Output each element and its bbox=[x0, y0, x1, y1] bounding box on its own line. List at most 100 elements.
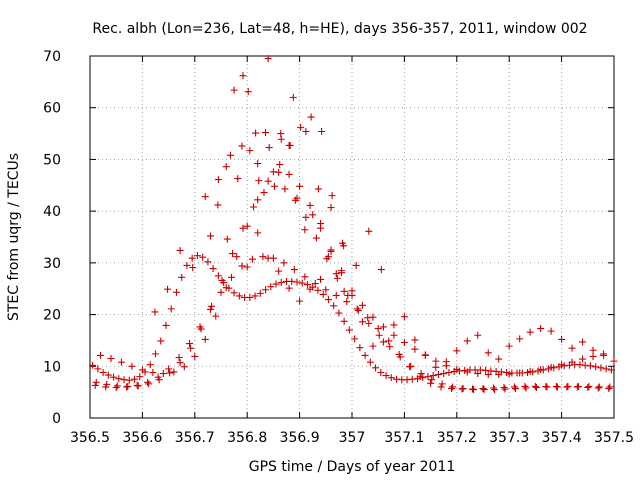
data-point bbox=[136, 373, 144, 381]
data-point bbox=[424, 373, 432, 381]
data-point bbox=[157, 337, 165, 345]
data-point bbox=[183, 261, 191, 269]
data-point bbox=[110, 373, 118, 381]
data-point bbox=[361, 351, 369, 359]
data-point bbox=[553, 383, 561, 391]
data-point bbox=[411, 336, 419, 344]
data-point bbox=[432, 357, 440, 365]
data-point bbox=[449, 383, 457, 391]
data-point bbox=[212, 312, 220, 320]
data-point bbox=[330, 302, 338, 310]
data-point bbox=[480, 386, 488, 394]
data-point bbox=[144, 378, 152, 386]
data-point bbox=[586, 362, 594, 370]
data-point bbox=[230, 86, 238, 94]
data-point bbox=[246, 294, 254, 302]
data-point bbox=[537, 365, 545, 373]
chart-title: Rec. albh (Lon=236, Lat=48, h=HE), days … bbox=[92, 21, 587, 37]
data-point bbox=[459, 385, 467, 393]
x-tick-label: 356.8 bbox=[227, 430, 267, 446]
data-point bbox=[324, 296, 332, 304]
data-point bbox=[470, 386, 478, 394]
data-point bbox=[610, 357, 618, 365]
data-point bbox=[547, 363, 555, 371]
data-point bbox=[293, 278, 301, 286]
data-point bbox=[474, 370, 482, 378]
data-point bbox=[115, 375, 123, 383]
data-point bbox=[199, 253, 207, 261]
data-point bbox=[152, 350, 159, 358]
data-point bbox=[442, 358, 450, 366]
data-point bbox=[230, 289, 238, 297]
data-point bbox=[269, 168, 277, 176]
data-point bbox=[411, 345, 419, 353]
data-point bbox=[170, 368, 178, 376]
data-point bbox=[432, 363, 440, 371]
data-point bbox=[332, 270, 340, 278]
data-point bbox=[338, 267, 346, 275]
data-point bbox=[113, 382, 121, 390]
data-point bbox=[125, 376, 133, 384]
data-point bbox=[151, 308, 159, 316]
data-point bbox=[296, 297, 304, 305]
x-tick-label: 356.7 bbox=[175, 430, 215, 446]
data-point bbox=[579, 338, 587, 346]
data-point bbox=[146, 361, 154, 369]
data-point bbox=[417, 370, 425, 378]
data-point bbox=[543, 383, 551, 391]
data-point bbox=[239, 224, 247, 232]
data-point bbox=[407, 362, 415, 370]
data-point bbox=[164, 285, 172, 293]
data-point bbox=[290, 266, 298, 274]
data-point bbox=[91, 381, 99, 389]
data-point bbox=[306, 201, 314, 209]
data-point bbox=[222, 163, 230, 171]
data-point bbox=[264, 177, 272, 185]
data-point bbox=[532, 383, 540, 391]
data-point bbox=[256, 289, 264, 297]
data-point bbox=[201, 335, 209, 343]
data-point bbox=[579, 355, 587, 363]
data-point bbox=[602, 365, 610, 373]
data-point bbox=[531, 382, 539, 390]
data-point bbox=[167, 305, 175, 313]
x-axis-title: GPS time / Days of year 2011 bbox=[249, 459, 456, 475]
data-point bbox=[351, 335, 359, 343]
data-point bbox=[369, 313, 377, 321]
data-point bbox=[252, 129, 260, 137]
data-point bbox=[537, 325, 545, 333]
data-point bbox=[327, 204, 335, 212]
data-point bbox=[327, 246, 335, 254]
data-point bbox=[322, 286, 330, 294]
data-point bbox=[162, 321, 170, 329]
data-point bbox=[500, 383, 508, 391]
data-point bbox=[311, 280, 319, 288]
data-point bbox=[178, 273, 186, 281]
data-point bbox=[328, 192, 336, 200]
data-point bbox=[453, 365, 461, 373]
data-point bbox=[285, 170, 293, 178]
data-point bbox=[301, 273, 309, 281]
data-point bbox=[186, 340, 194, 348]
data-point bbox=[214, 272, 222, 280]
data-point bbox=[264, 254, 272, 262]
data-point bbox=[286, 141, 294, 149]
data-point bbox=[354, 306, 362, 314]
x-tick-label: 356.6 bbox=[122, 430, 162, 446]
x-tick-label: 357 bbox=[339, 430, 366, 446]
data-point bbox=[434, 371, 442, 379]
data-point bbox=[187, 344, 195, 352]
data-point bbox=[134, 382, 142, 390]
data-point bbox=[416, 373, 424, 381]
data-point bbox=[314, 185, 322, 193]
data-point bbox=[386, 343, 394, 351]
data-point bbox=[302, 128, 310, 136]
data-point bbox=[267, 283, 275, 291]
gridlines bbox=[90, 56, 614, 418]
data-point bbox=[306, 285, 314, 293]
data-point bbox=[272, 280, 280, 288]
y-tick-label: 60 bbox=[43, 101, 61, 117]
x-tick-label: 357.3 bbox=[489, 430, 529, 446]
data-point bbox=[298, 279, 306, 287]
data-point bbox=[191, 352, 199, 360]
